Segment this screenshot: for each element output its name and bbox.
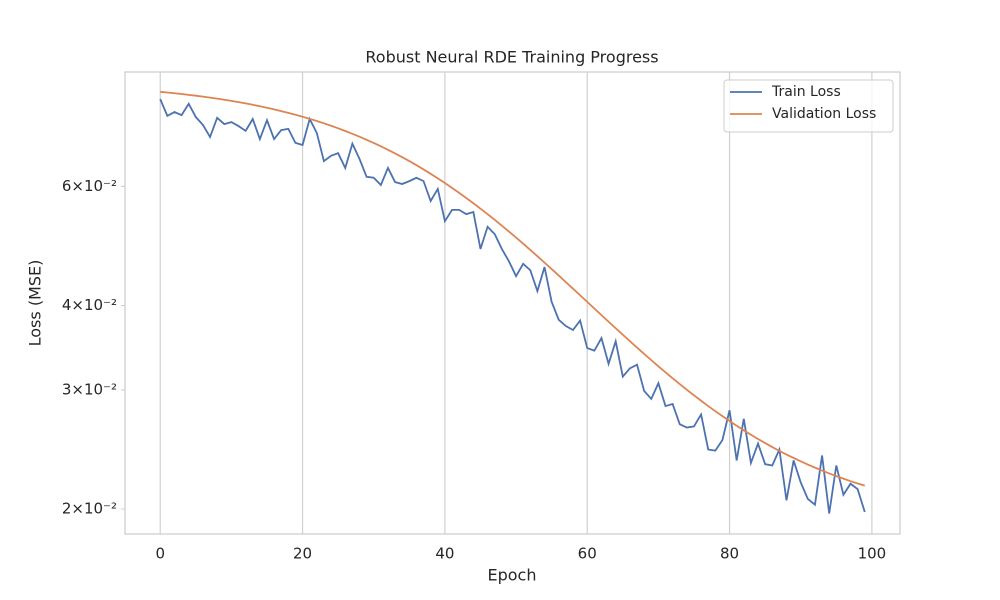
x-tick-label: 0 xyxy=(155,545,165,563)
y-tick-label: 6×10⁻² xyxy=(62,177,117,195)
legend-label: Train Loss xyxy=(771,84,841,100)
x-tick-label: 80 xyxy=(720,545,739,563)
x-axis-label: Epoch xyxy=(488,566,537,585)
chart-title: Robust Neural RDE Training Progress xyxy=(365,48,658,67)
y-axis-label: Loss (MSE) xyxy=(26,260,45,347)
x-tick-label: 20 xyxy=(293,545,312,563)
legend-label: Validation Loss xyxy=(772,106,876,122)
y-tick-label: 3×10⁻² xyxy=(62,380,117,398)
x-tick-label: 40 xyxy=(435,545,454,563)
series-line xyxy=(159,98,866,514)
series-line xyxy=(160,90,866,487)
y-tick-label: 2×10⁻² xyxy=(62,500,117,518)
x-tick-label: 60 xyxy=(578,545,597,563)
x-tick-label: 100 xyxy=(858,545,887,563)
y-tick-label: 4×10⁻² xyxy=(62,296,117,314)
plot-frame xyxy=(124,71,901,535)
legend-box xyxy=(723,79,894,133)
